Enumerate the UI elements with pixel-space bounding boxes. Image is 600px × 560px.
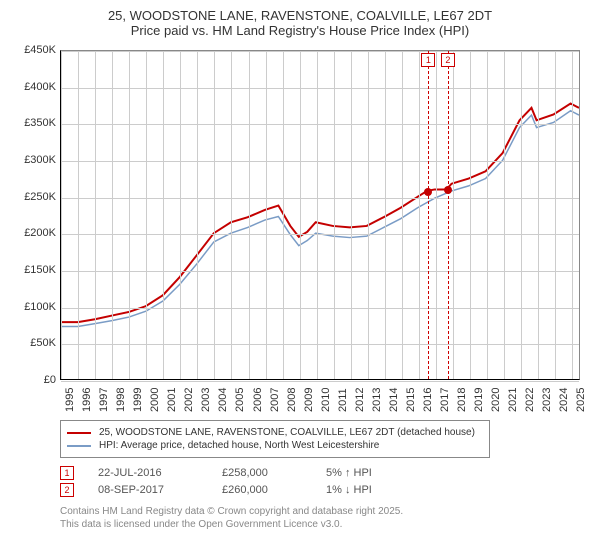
legend-item: HPI: Average price, detached house, Nort… bbox=[67, 440, 483, 451]
x-tick-label: 2017 bbox=[439, 388, 451, 412]
x-tick-label: 2019 bbox=[473, 388, 485, 412]
x-tick-label: 2020 bbox=[490, 388, 502, 412]
x-tick-label: 2010 bbox=[320, 388, 332, 412]
sale-marker-label: 2 bbox=[441, 53, 455, 67]
chart-area: £0 £50K £100K £150K £200K £250K £300K £350K £400… bbox=[12, 44, 588, 416]
y-tick-label: £100K bbox=[12, 301, 56, 313]
x-tick-label: 2006 bbox=[252, 388, 264, 412]
sale-marker-dot bbox=[444, 186, 452, 194]
chart-title: 25, WOODSTONE LANE, RAVENSTONE, COALVILL… bbox=[12, 8, 588, 38]
legend-item: 25, WOODSTONE LANE, RAVENSTONE, COALVILL… bbox=[67, 427, 483, 438]
footer-attribution: Contains HM Land Registry data © Crown c… bbox=[60, 505, 588, 531]
y-tick-label: £0 bbox=[12, 374, 56, 386]
transaction-price: £260,000 bbox=[222, 484, 302, 496]
transaction-num: 2 bbox=[60, 483, 74, 497]
transaction-num: 1 bbox=[60, 466, 74, 480]
y-tick-label: £450K bbox=[12, 44, 56, 56]
plot-area: 12 bbox=[60, 50, 580, 380]
x-tick-label: 2009 bbox=[303, 388, 315, 412]
x-tick-label: 1995 bbox=[64, 388, 76, 412]
transaction-row: 2 08-SEP-2017 £260,000 1% ↓ HPI bbox=[60, 483, 588, 497]
line-chart-svg bbox=[61, 51, 579, 379]
legend-label: 25, WOODSTONE LANE, RAVENSTONE, COALVILL… bbox=[99, 427, 475, 438]
y-tick-label: £250K bbox=[12, 191, 56, 203]
x-tick-label: 2014 bbox=[388, 388, 400, 412]
x-tick-label: 2007 bbox=[269, 388, 281, 412]
x-tick-label: 2025 bbox=[575, 388, 587, 412]
y-tick-label: £300K bbox=[12, 154, 56, 166]
y-tick-label: £150K bbox=[12, 264, 56, 276]
x-tick-label: 2023 bbox=[541, 388, 553, 412]
x-tick-label: 2008 bbox=[286, 388, 298, 412]
x-tick-label: 1996 bbox=[81, 388, 93, 412]
x-tick-label: 2012 bbox=[354, 388, 366, 412]
x-tick-label: 2022 bbox=[524, 388, 536, 412]
y-tick-label: £50K bbox=[12, 337, 56, 349]
footer-line-1: Contains HM Land Registry data © Crown c… bbox=[60, 505, 588, 518]
x-tick-label: 1997 bbox=[98, 388, 110, 412]
transaction-delta: 5% ↑ HPI bbox=[326, 467, 436, 479]
x-tick-label: 2021 bbox=[507, 388, 519, 412]
sale-marker-label: 1 bbox=[421, 53, 435, 67]
x-tick-label: 2013 bbox=[371, 388, 383, 412]
x-tick-label: 2004 bbox=[217, 388, 229, 412]
x-tick-label: 1998 bbox=[115, 388, 127, 412]
x-tick-label: 2003 bbox=[200, 388, 212, 412]
legend: 25, WOODSTONE LANE, RAVENSTONE, COALVILL… bbox=[60, 420, 490, 458]
footer-line-2: This data is licensed under the Open Gov… bbox=[60, 518, 588, 531]
series-property bbox=[61, 103, 579, 322]
x-tick-label: 2001 bbox=[166, 388, 178, 412]
transactions-table: 1 22-JUL-2016 £258,000 5% ↑ HPI 2 08-SEP-2017… bbox=[60, 466, 588, 497]
transaction-delta: 1% ↓ HPI bbox=[326, 484, 436, 496]
y-tick-label: £350K bbox=[12, 117, 56, 129]
x-tick-label: 2002 bbox=[183, 388, 195, 412]
sale-marker-dot bbox=[424, 188, 432, 196]
x-tick-label: 1999 bbox=[132, 388, 144, 412]
x-tick-label: 2015 bbox=[405, 388, 417, 412]
transaction-row: 1 22-JUL-2016 £258,000 5% ↑ HPI bbox=[60, 466, 588, 480]
legend-swatch bbox=[67, 432, 91, 434]
y-tick-label: £400K bbox=[12, 81, 56, 93]
legend-label: HPI: Average price, detached house, Nort… bbox=[99, 440, 379, 451]
transaction-price: £258,000 bbox=[222, 467, 302, 479]
x-tick-label: 2000 bbox=[149, 388, 161, 412]
x-tick-label: 2016 bbox=[422, 388, 434, 412]
transaction-date: 22-JUL-2016 bbox=[98, 467, 198, 479]
transaction-date: 08-SEP-2017 bbox=[98, 484, 198, 496]
title-line-1: 25, WOODSTONE LANE, RAVENSTONE, COALVILL… bbox=[12, 8, 588, 23]
series-hpi bbox=[61, 111, 579, 327]
x-tick-label: 2018 bbox=[456, 388, 468, 412]
x-tick-label: 2024 bbox=[558, 388, 570, 412]
chart-container: 25, WOODSTONE LANE, RAVENSTONE, COALVILL… bbox=[0, 0, 600, 560]
legend-swatch bbox=[67, 445, 91, 447]
y-tick-label: £200K bbox=[12, 227, 56, 239]
x-tick-label: 2005 bbox=[234, 388, 246, 412]
x-tick-label: 2011 bbox=[337, 388, 349, 412]
title-line-2: Price paid vs. HM Land Registry's House … bbox=[12, 23, 588, 38]
